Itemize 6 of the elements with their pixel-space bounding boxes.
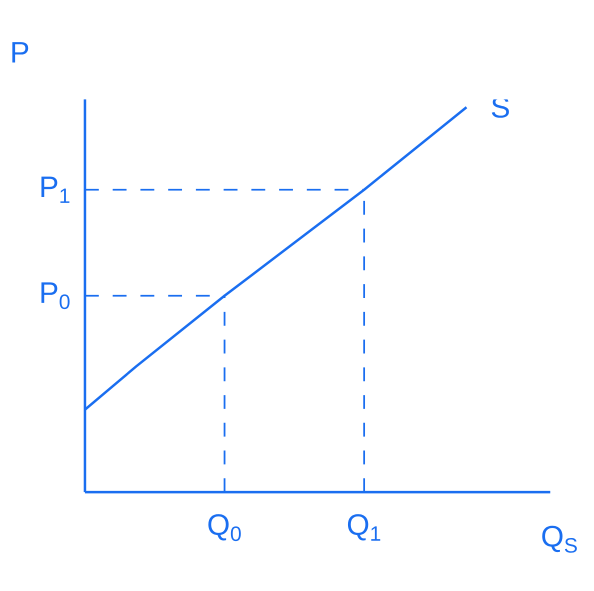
y-axis-title: P — [12, 42, 28, 63]
y-tick-label: P$_{0}$ — [41, 282, 70, 310]
x-tick-label: Q$_{0}$ — [208, 514, 241, 542]
y-tick-label: P$_{1}$ — [41, 176, 70, 204]
x-tick-label: Q$_{1}$ — [348, 514, 380, 541]
x-axis-title: Q$_{S}$ — [542, 526, 577, 553]
